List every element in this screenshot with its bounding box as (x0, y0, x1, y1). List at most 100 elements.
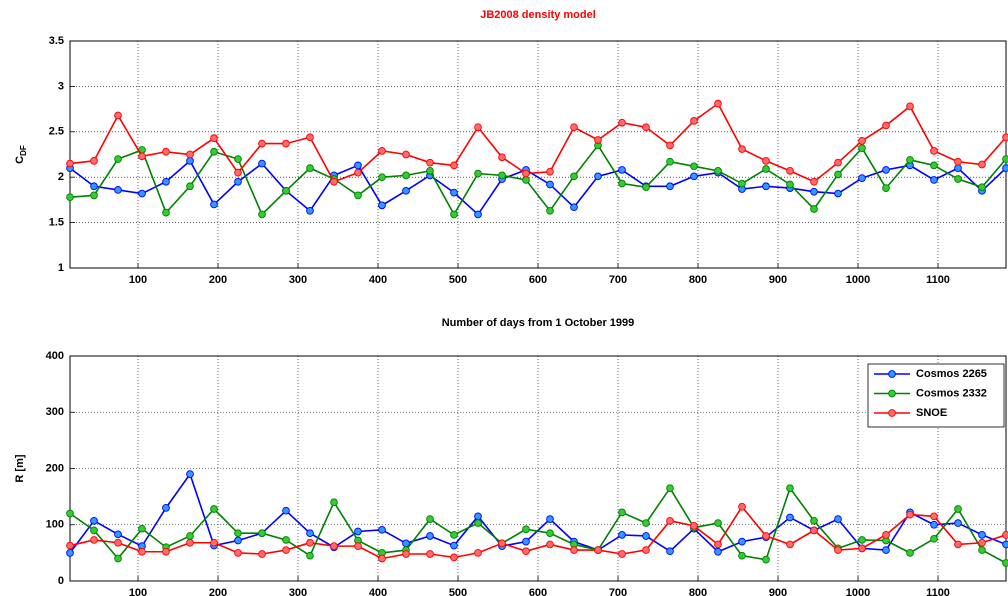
marker (618, 166, 626, 174)
marker (978, 546, 986, 554)
marker (978, 538, 986, 547)
y-tick-label: 1 (58, 262, 64, 274)
marker (810, 205, 818, 213)
marker (258, 210, 266, 219)
marker (258, 159, 266, 168)
marker (210, 147, 218, 156)
marker (882, 531, 890, 539)
y-tick-label: 100 (46, 519, 64, 531)
marker (90, 526, 98, 535)
legend-marker (888, 409, 896, 417)
marker (618, 550, 626, 558)
marker (354, 161, 362, 170)
marker (282, 186, 290, 195)
marker (714, 547, 722, 556)
marker (666, 157, 674, 166)
marker (138, 189, 146, 198)
marker (474, 519, 482, 527)
marker (306, 529, 314, 538)
marker (474, 169, 482, 178)
x-tick-label: 400 (369, 274, 387, 286)
marker (882, 121, 890, 130)
marker (138, 152, 146, 161)
x-tick-label: 300 (289, 274, 307, 286)
marker (810, 526, 818, 535)
marker (378, 525, 386, 534)
y-axis-label-subscript: DF (19, 145, 28, 156)
marker (594, 136, 602, 144)
y-tick-label: 300 (46, 406, 64, 418)
marker (474, 549, 482, 557)
marker (858, 174, 866, 182)
y-tick-label: 400 (46, 350, 64, 362)
x-tick-label: 1100 (926, 587, 950, 596)
series-line (69, 159, 1007, 216)
marker (90, 191, 98, 200)
marker (138, 547, 146, 556)
marker (810, 187, 818, 196)
marker (90, 182, 98, 191)
marker (570, 123, 578, 132)
marker (762, 555, 770, 564)
y-tick-label: 200 (46, 462, 64, 474)
marker (210, 538, 218, 547)
x-tick-label: 400 (369, 587, 387, 596)
legend-label: Cosmos 2332 (916, 387, 987, 399)
marker (354, 191, 362, 200)
marker (114, 111, 122, 120)
marker (570, 203, 578, 212)
marker (930, 176, 938, 184)
marker (642, 519, 650, 527)
marker (714, 519, 722, 527)
marker (714, 540, 722, 549)
marker (354, 527, 362, 536)
marker (666, 547, 674, 556)
marker (186, 182, 194, 191)
marker (738, 145, 746, 153)
marker (234, 177, 242, 186)
x-tick-label: 1000 (846, 274, 870, 286)
marker (498, 539, 506, 548)
marker (306, 164, 314, 172)
marker (474, 210, 482, 219)
marker (978, 183, 986, 192)
marker (66, 509, 74, 518)
marker (882, 166, 890, 174)
marker (906, 156, 914, 164)
marker (618, 531, 626, 539)
marker (786, 540, 794, 549)
marker (666, 182, 674, 191)
marker (714, 166, 722, 175)
marker (426, 550, 434, 558)
marker (954, 519, 962, 527)
marker (210, 134, 218, 143)
marker (954, 505, 962, 513)
marker (738, 537, 746, 546)
x-tick-label: 600 (529, 587, 547, 596)
marker (450, 541, 458, 550)
marker (522, 525, 530, 534)
marker (378, 201, 386, 210)
marker (162, 208, 170, 217)
marker (642, 532, 650, 540)
marker (666, 141, 674, 150)
marker (498, 171, 506, 180)
x-tick-label: 1000 (846, 587, 870, 596)
marker (378, 173, 386, 182)
marker (258, 550, 266, 558)
marker (618, 508, 626, 517)
marker (978, 531, 986, 539)
marker (66, 193, 74, 202)
marker (234, 168, 242, 177)
x-tick-label: 600 (529, 274, 547, 286)
marker (522, 537, 530, 546)
marker (1002, 531, 1008, 539)
marker (954, 540, 962, 549)
marker (186, 470, 194, 478)
marker (282, 139, 290, 148)
marker (378, 147, 386, 155)
marker (954, 175, 962, 183)
marker (1002, 540, 1008, 549)
marker (738, 179, 746, 188)
marker (786, 180, 794, 189)
